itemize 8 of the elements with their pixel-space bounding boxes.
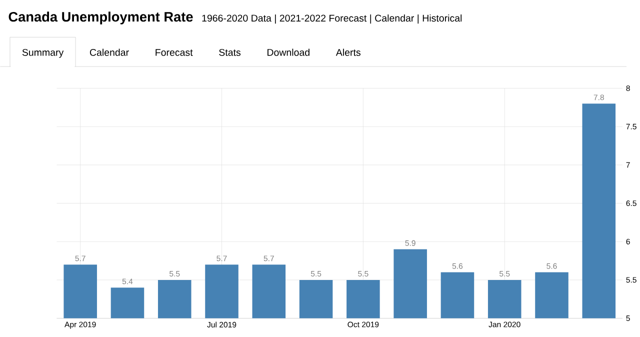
text: Download bbox=[268, 48, 310, 56]
text: Alerts bbox=[336, 48, 360, 56]
text: Stats bbox=[219, 49, 241, 56]
chart-subtitle: 1966-2020 Data | 2021-2022 Forecast | Calendar | Historical bbox=[202, 14, 462, 24]
text: Calendar bbox=[90, 48, 129, 56]
text: Forecast bbox=[156, 49, 193, 56]
text: Summary bbox=[22, 49, 64, 58]
chart-title: Canada Unemployment Rate bbox=[8, 12, 193, 25]
